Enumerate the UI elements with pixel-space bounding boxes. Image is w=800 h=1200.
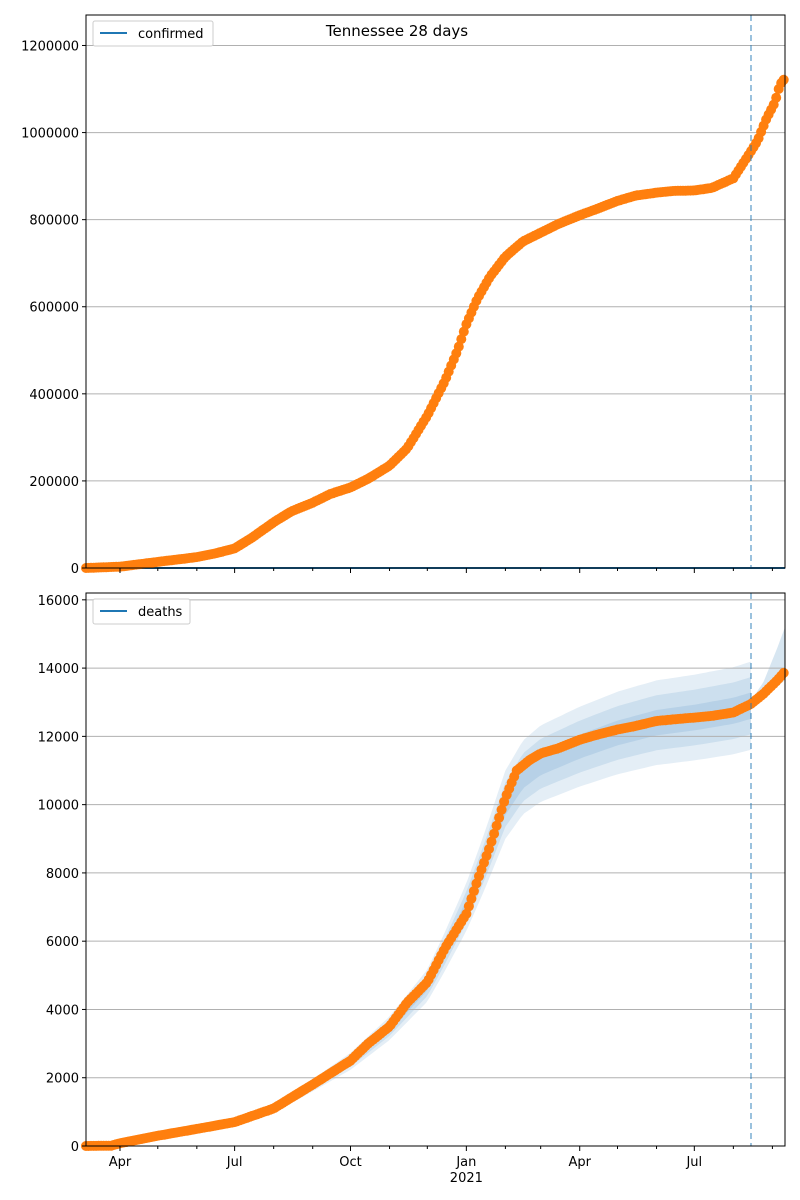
deaths-uncertainty-bands	[86, 627, 785, 1146]
y-tick-label: 12000	[38, 730, 79, 745]
x-tick-label: Jan	[455, 1155, 476, 1170]
y-tick-label: 14000	[38, 662, 79, 677]
confirmed-x-axis	[119, 568, 773, 573]
deaths-y-axis: 0 2000 4000 6000 8000 10000 12000 14000 16000	[38, 594, 86, 1155]
deaths-legend-label: deaths	[138, 605, 183, 620]
deaths-series	[81, 667, 789, 1151]
confirmed-gridlines	[86, 44, 785, 569]
data-point	[494, 812, 505, 823]
y-tick-label: 400000	[29, 388, 79, 403]
data-point	[463, 901, 474, 912]
deaths-legend: deaths	[92, 598, 191, 625]
y-tick-label: 800000	[29, 214, 79, 229]
confirmed-panel: 020000040000060000080000010000001200000 …	[21, 14, 789, 577]
x-tick-label: Jul	[226, 1155, 243, 1170]
y-tick-label: 0	[71, 1140, 79, 1155]
deaths-axes-frame	[85, 592, 786, 1147]
x-year-label: 2021	[450, 1171, 483, 1186]
deaths-panel: 0 2000 4000 6000 8000 10000 12000 14000 16000 Ap…	[38, 592, 789, 1186]
y-tick-label: 6000	[46, 935, 79, 950]
data-point	[778, 667, 789, 678]
y-tick-label: 4000	[46, 1003, 79, 1018]
deaths-x-axis: Apr Jul Oct Jan Apr Jul 2021	[109, 1146, 773, 1186]
model-confidence-band	[86, 677, 751, 1146]
confirmed-legend-box	[92, 20, 214, 47]
y-tick-label: 10000	[38, 799, 79, 814]
data-point	[466, 893, 477, 904]
x-tick-label: Apr	[568, 1155, 591, 1170]
y-tick-label: 1200000	[21, 39, 79, 54]
data-point	[491, 820, 502, 831]
x-tick-label: Oct	[339, 1155, 361, 1170]
deaths-legend-box	[92, 598, 191, 625]
y-tick-label: 16000	[38, 594, 79, 609]
confirmed-y-axis: 0 200000 400000 600000 800000 1000000 1200000	[21, 39, 86, 577]
y-tick-label: 2000	[46, 1072, 79, 1087]
y-tick-label: 600000	[29, 301, 79, 316]
confirmed-series	[81, 74, 789, 573]
chart-title: Tennessee 28 days	[325, 22, 468, 40]
y-tick-label: 200000	[29, 475, 79, 490]
data-point	[461, 908, 472, 919]
data-point	[486, 836, 497, 847]
x-tick-label: Jul	[685, 1155, 702, 1170]
data-point	[489, 828, 500, 839]
confirmed-axes-frame	[85, 14, 786, 569]
data-point	[778, 74, 789, 85]
y-tick-label: 1000000	[21, 127, 79, 142]
confirmed-legend-label: confirmed	[138, 27, 204, 42]
confirmed-legend: confirmed	[92, 20, 214, 47]
data-point	[771, 92, 782, 103]
model-confidence-band	[86, 661, 751, 1146]
x-tick-label: Apr	[109, 1155, 132, 1170]
y-tick-label: 8000	[46, 867, 79, 882]
y-tick-label: 0	[71, 562, 79, 577]
data-point	[468, 886, 479, 897]
data-point	[496, 804, 507, 815]
